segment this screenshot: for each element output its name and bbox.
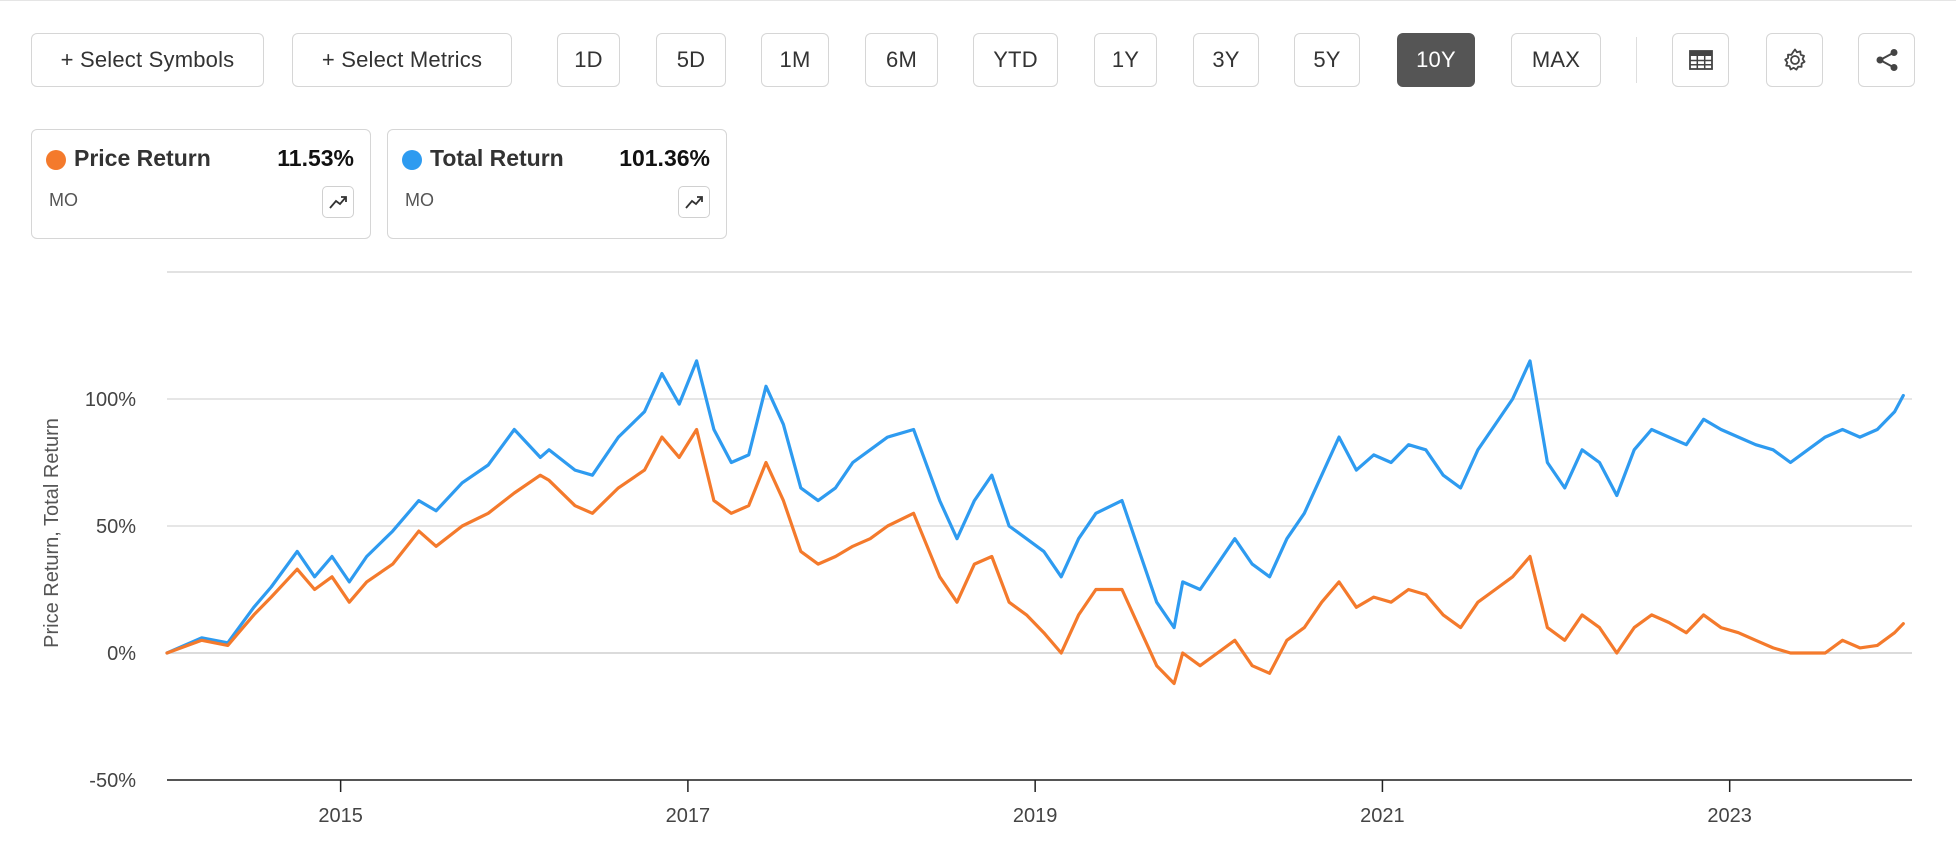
toolbar: + Select Symbols + Select Metrics 1D 5D … [31, 33, 1921, 89]
period-5y-button[interactable]: 5Y [1294, 33, 1360, 87]
x-tick-label: 2015 [318, 805, 363, 827]
period-max-button[interactable]: MAX [1511, 33, 1601, 87]
table-view-button[interactable] [1672, 33, 1729, 87]
y-axis-title: Price Return, Total Return [41, 418, 63, 648]
x-tick-label: 2023 [1707, 805, 1752, 827]
line-chart: 100% 50% 0% -50% 2015 2017 2019 2021 2023 Price R… [41, 271, 1912, 827]
table-icon [1688, 50, 1713, 70]
gear-icon [1782, 47, 1808, 73]
y-tick-label: 0% [107, 643, 136, 665]
select-metrics-button[interactable]: + Select Metrics [292, 33, 512, 87]
period-1d-button[interactable]: 1D [557, 33, 620, 87]
series-line-total-return [165, 359, 1905, 655]
settings-button[interactable] [1766, 33, 1823, 87]
select-symbols-button[interactable]: + Select Symbols [31, 33, 264, 87]
legend-card-price-return[interactable]: Price Return 11.53% MO [31, 129, 371, 239]
legend-value: 101.36% [619, 145, 710, 171]
trend-up-icon[interactable] [322, 186, 354, 218]
share-icon [1874, 47, 1900, 73]
legend-symbol: MO [405, 190, 434, 210]
period-ytd-button[interactable]: YTD [973, 33, 1058, 87]
period-5d-button[interactable]: 5D [656, 33, 726, 87]
legend-dot-total-return [402, 150, 422, 170]
x-tick-label: 2017 [666, 805, 711, 827]
top-divider [0, 0, 1956, 1]
y-tick-label: -50% [89, 770, 136, 792]
period-6m-button[interactable]: 6M [865, 33, 938, 87]
period-3y-button[interactable]: 3Y [1193, 33, 1259, 87]
x-tick-label: 2019 [1013, 805, 1058, 827]
legend-value: 11.53% [277, 145, 354, 171]
period-10y-button[interactable]: 10Y [1397, 33, 1475, 87]
x-tick-label: 2021 [1360, 805, 1405, 827]
period-1y-button[interactable]: 1Y [1094, 33, 1157, 87]
legend-name: Price Return [74, 145, 211, 171]
legend-card-total-return[interactable]: Total Return 101.36% MO [387, 129, 727, 239]
legend-symbol: MO [49, 190, 78, 210]
y-tick-label: 50% [96, 516, 136, 538]
legend-name: Total Return [430, 145, 564, 171]
series-line-price-return [165, 427, 1905, 686]
trend-up-icon[interactable] [678, 186, 710, 218]
share-button[interactable] [1858, 33, 1915, 87]
period-1m-button[interactable]: 1M [761, 33, 829, 87]
y-tick-label: 100% [85, 389, 136, 411]
toolbar-divider [1636, 37, 1637, 83]
legend-dot-price-return [46, 150, 66, 170]
